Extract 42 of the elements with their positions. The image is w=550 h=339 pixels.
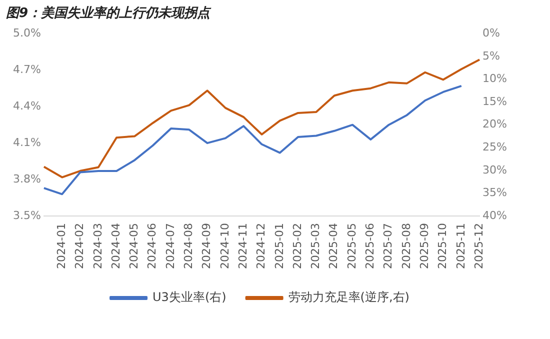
y2-tick-label: 5% [482,49,500,62]
x-tick-label: 2025-02 [290,223,304,270]
x-tick-label: 2025-09 [418,223,431,270]
y2-tick-label: 20% [482,118,508,131]
y2-tick-label: 15% [482,94,508,108]
y-tick-label: 5.0% [12,26,41,40]
y2-tick-label: 40% [482,208,508,222]
y2-tick-label: 10% [482,72,508,86]
x-tick-label: 2024-11 [236,223,250,270]
x-tick-label: 2025-11 [454,223,468,270]
x-tick-label: 2024-04 [109,223,122,270]
x-tick-label: 2024-02 [73,223,86,270]
y2-tick-label: 0% [482,26,500,40]
y2-tick-label: 30% [482,163,508,176]
chart-title: 图9：美国失业率的上行仍未现拐点 [6,4,210,22]
y-tick-label: 4.7% [12,62,41,76]
x-tick-label: 2025-03 [309,223,322,270]
x-tick-label: 2024-03 [91,223,104,270]
x-tick-label: 2024-06 [146,223,159,270]
x-tick-label: 2024-12 [254,223,268,270]
y2-tick-label: 25% [482,140,508,154]
y-tick-label: 4.4% [12,99,41,112]
legend-label: U3失业率(右) [152,290,226,304]
x-tick-label: 2024-09 [200,223,214,270]
x-tick-label: 2024-05 [128,223,141,270]
x-tick-label: 2025-08 [400,223,413,270]
y-tick-label: 3.5% [12,208,41,222]
y-tick-label: 3.8% [12,172,41,186]
y2-tick-label: 35% [482,186,508,200]
x-tick-label: 2025-12 [472,223,486,270]
x-tick-label: 2025-10 [436,223,450,270]
x-tick-label: 2025-05 [345,223,358,270]
x-tick-label: 2024-07 [164,223,177,270]
x-tick-label: 2024-10 [218,223,232,270]
x-tick-label: 2025-04 [327,223,340,270]
x-tick-label: 2025-01 [272,223,286,270]
legend-label: 劳动力充足率(逆序,右) [288,290,410,304]
x-tick-label: 2025-06 [364,223,377,270]
x-tick-label: 2024-08 [182,223,196,270]
x-tick-label: 2024-01 [54,223,68,270]
x-tick-label: 2025-07 [382,223,395,270]
y-tick-label: 4.1% [12,136,41,149]
